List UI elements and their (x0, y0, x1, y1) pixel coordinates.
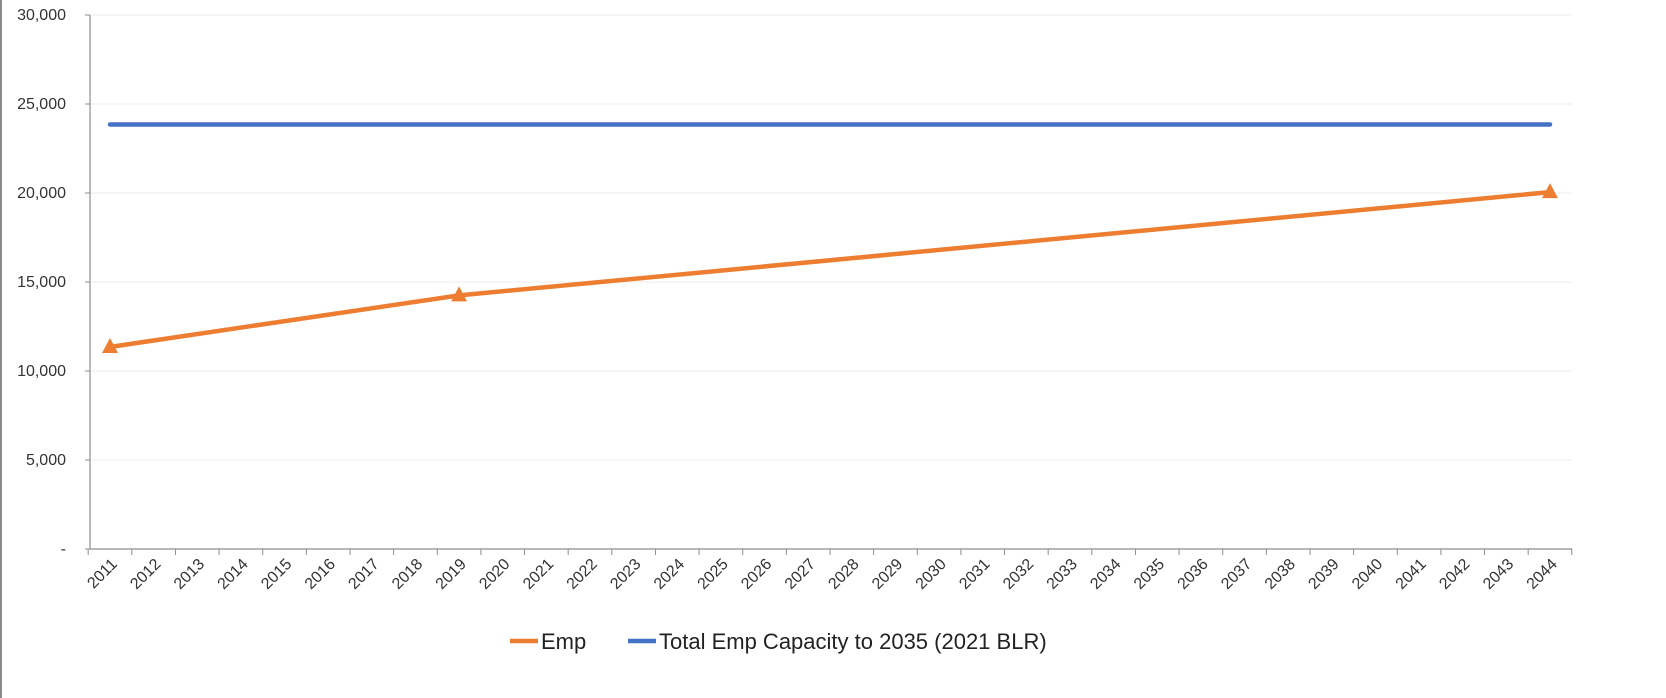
page-left-border (0, 0, 2, 698)
x-tick-label: 2029 (869, 556, 906, 593)
y-tick-label: 20,000 (17, 185, 66, 202)
y-axis-tick-labels: - 5,000 10,000 15,000 20,000 25,000 30,000 (17, 7, 66, 558)
x-tick-label: 2015 (258, 556, 295, 593)
x-tick-label: 2028 (825, 556, 862, 593)
x-tick-label: 2016 (302, 556, 339, 593)
x-tick-label: 2014 (215, 556, 252, 593)
x-tick-label: 2027 (782, 556, 819, 593)
x-tick-label: 2030 (913, 556, 950, 593)
y-tick-label: - (61, 541, 66, 558)
y-tick-label: 5,000 (26, 452, 66, 469)
x-tick-label: 2044 (1524, 556, 1561, 593)
x-tick-label: 2023 (607, 556, 644, 593)
axes (85, 14, 1573, 555)
x-tick-label: 2041 (1393, 556, 1430, 593)
y-tick-label: 30,000 (17, 7, 66, 24)
series-lines (102, 122, 1558, 353)
x-tick-label: 2019 (433, 556, 470, 593)
x-tick-label: 2021 (520, 556, 557, 593)
y-tick-label: 15,000 (17, 274, 66, 291)
x-tick-label: 2039 (1305, 556, 1342, 593)
x-tick-label: 2035 (1131, 556, 1168, 593)
series-line (107, 189, 1553, 350)
data-point-marker (1542, 183, 1558, 199)
x-tick-label: 2024 (651, 556, 688, 593)
x-tick-label: 2020 (476, 556, 513, 593)
gridlines (90, 14, 1572, 461)
x-tick-label: 2025 (695, 556, 732, 593)
legend: Emp Total Emp Capacity to 2035 (2021 BLR) (510, 629, 1047, 654)
y-tick-label: 10,000 (17, 363, 66, 380)
x-tick-label: 2011 (84, 556, 120, 592)
legend-label: Total Emp Capacity to 2035 (2021 BLR) (659, 629, 1047, 654)
x-tick-label: 2036 (1175, 556, 1212, 593)
x-tick-label: 2013 (171, 556, 208, 593)
data-point-marker (102, 337, 118, 353)
x-tick-label: 2038 (1262, 556, 1299, 593)
x-tick-label: 2018 (389, 556, 426, 593)
x-tick-label: 2012 (127, 556, 164, 593)
x-tick-label: 2017 (345, 556, 382, 593)
x-tick-label: 2043 (1480, 556, 1517, 593)
x-tick-label: 2031 (956, 556, 993, 593)
x-tick-label: 2033 (1044, 556, 1081, 593)
x-tick-label: 2032 (1000, 556, 1037, 593)
legend-label: Emp (541, 629, 586, 654)
x-tick-label: 2042 (1436, 556, 1473, 593)
x-tick-label: 2026 (738, 556, 775, 593)
x-tick-label: 2022 (564, 556, 601, 593)
x-tick-label: 2037 (1218, 556, 1255, 593)
y-tick-label: 25,000 (17, 96, 66, 113)
data-point-marker (451, 286, 468, 302)
x-tick-label: 2034 (1087, 556, 1124, 593)
x-tick-label: 2040 (1349, 556, 1386, 593)
x-axis-tick-labels: 2011 2012 2013 2014 2015 2016 2017 2018 2019 2020… (84, 556, 1560, 593)
